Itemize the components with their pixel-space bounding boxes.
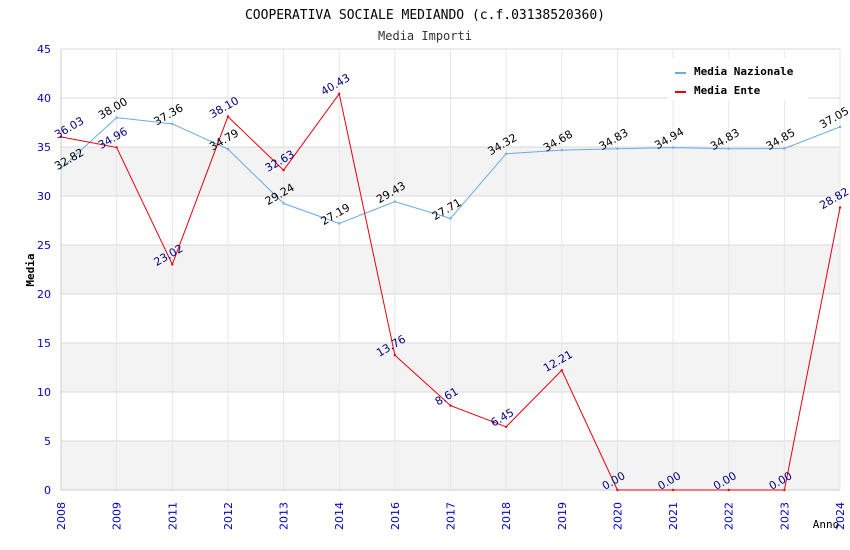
data-point [838, 206, 842, 209]
x-tick-label: 2018 [500, 502, 513, 530]
data-point [671, 488, 675, 492]
x-tick-label: 2022 [723, 502, 736, 530]
data-point [838, 125, 842, 129]
x-tick-label: 2014 [333, 502, 346, 530]
legend-background [668, 58, 808, 100]
y-axis-label: Media [24, 253, 37, 286]
y-axis-ticks: 0 5 10 15 20 25 30 35 40 45 [37, 43, 51, 497]
x-axis-label: Anno [813, 518, 840, 531]
y-tick-label: 0 [44, 484, 51, 497]
data-point [115, 116, 118, 119]
data-point [783, 147, 786, 150]
y-tick-label: 10 [37, 386, 51, 399]
legend: Media Nazionale Media Ente [668, 58, 808, 100]
x-tick-label: 2019 [556, 502, 569, 530]
data-point [393, 353, 397, 357]
data-point [449, 404, 452, 407]
data-point [616, 147, 619, 150]
data-point [282, 169, 285, 172]
legend-label-ente: Media Ente [694, 84, 761, 97]
data-point [671, 146, 675, 149]
x-tick-label: 2013 [278, 502, 291, 530]
y-tick-label: 30 [37, 190, 51, 203]
data-point [338, 222, 341, 225]
legend-label-nazionale: Media Nazionale [694, 65, 794, 78]
data-point [783, 488, 786, 492]
data-point [226, 147, 230, 151]
x-tick-label: 2024 [834, 502, 847, 530]
x-tick-label: 2011 [166, 502, 179, 530]
data-point [59, 135, 63, 139]
x-tick-label: 2023 [778, 502, 791, 530]
y-tick-label: 40 [37, 92, 51, 105]
data-point [282, 202, 285, 205]
data-point [115, 146, 118, 149]
data-point [504, 152, 508, 155]
data-point [338, 92, 341, 95]
x-tick-label: 2020 [611, 502, 624, 530]
series-lines [59, 92, 842, 492]
data-point [171, 122, 174, 126]
x-tick-label: 2016 [389, 502, 402, 530]
data-point [727, 488, 730, 492]
y-tick-label: 15 [37, 337, 51, 350]
data-point [59, 167, 63, 170]
y-tick-label: 20 [37, 288, 51, 301]
data-point [504, 425, 508, 428]
y-tick-label: 5 [44, 435, 51, 448]
data-point [449, 217, 452, 220]
data-point [560, 148, 563, 152]
data-point [727, 147, 730, 150]
data-point [226, 115, 230, 118]
data-point [560, 369, 563, 372]
chart-title: COOPERATIVA SOCIALE MEDIANDO (c.f.031385… [245, 8, 605, 23]
data-point [393, 200, 397, 203]
y-tick-label: 35 [37, 141, 51, 154]
data-point [616, 488, 619, 492]
data-point [171, 263, 174, 266]
x-tick-label: 2012 [222, 502, 235, 530]
chart-subtitle: Media Importi [378, 29, 472, 43]
y-tick-label: 45 [37, 43, 51, 56]
x-axis-ticks: 2008 2009 2011 2012 2013 2014 2016 2017 2018 2019… [55, 502, 847, 530]
x-tick-label: 2017 [445, 502, 458, 530]
x-tick-label: 2008 [55, 502, 68, 530]
x-tick-label: 2009 [111, 502, 124, 530]
x-tick-label: 2021 [667, 502, 680, 530]
y-tick-label: 25 [37, 239, 51, 252]
